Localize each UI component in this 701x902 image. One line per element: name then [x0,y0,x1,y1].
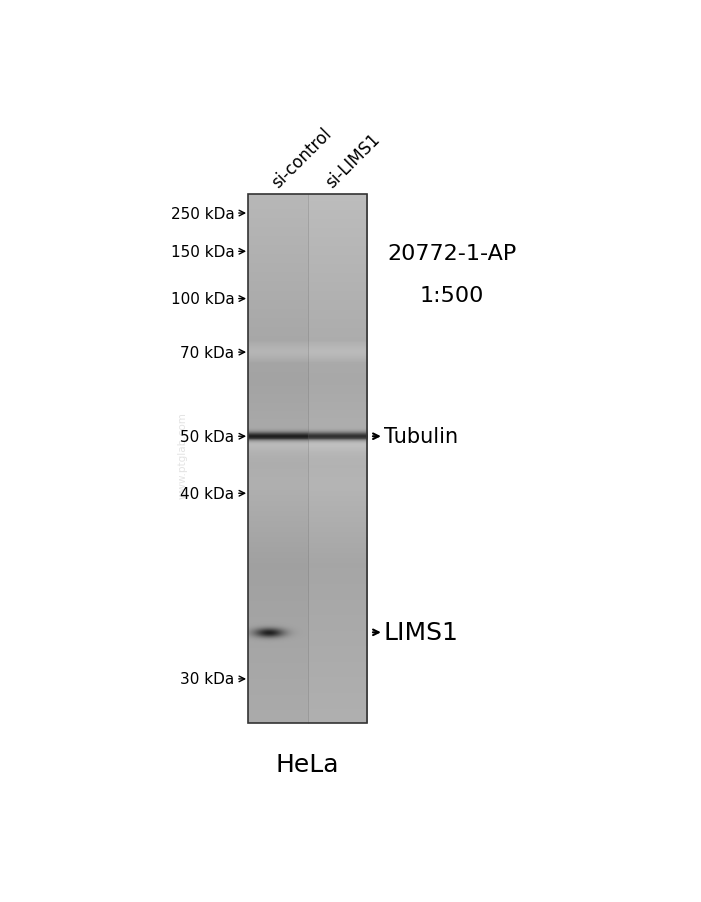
Text: 70 kDa: 70 kDa [180,345,234,360]
Text: 30 kDa: 30 kDa [180,672,234,686]
Text: LIMS1: LIMS1 [383,621,458,645]
Text: Tubulin: Tubulin [383,427,458,446]
Text: 150 kDa: 150 kDa [170,244,234,260]
Text: 250 kDa: 250 kDa [170,207,234,221]
Text: 20772-1-AP: 20772-1-AP [387,244,516,264]
Text: 40 kDa: 40 kDa [180,486,234,502]
Bar [248,195,367,723]
Text: 1:500: 1:500 [419,286,484,306]
Text: www.ptglab.com: www.ptglab.com [177,412,188,499]
Text: 100 kDa: 100 kDa [170,291,234,307]
Text: si-LIMS1: si-LIMS1 [322,130,383,191]
Text: 50 kDa: 50 kDa [180,429,234,445]
Text: HeLa: HeLa [276,752,339,777]
Text: si-control: si-control [268,124,335,191]
